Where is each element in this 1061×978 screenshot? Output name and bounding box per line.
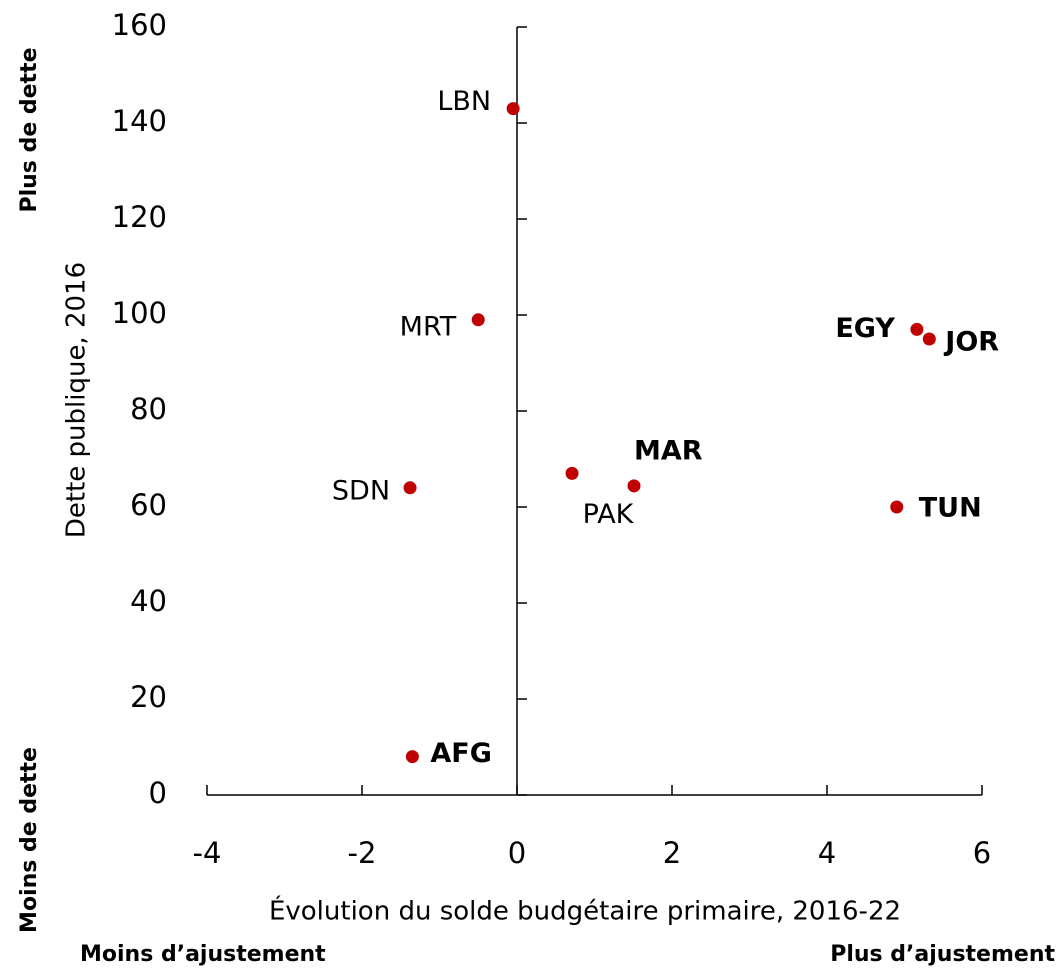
annotation: Moins d’ajustement xyxy=(80,942,326,967)
y-tick-label: 80 xyxy=(130,392,167,426)
x-tick-label: 2 xyxy=(663,836,681,870)
point xyxy=(471,313,485,327)
y-tick-label: 0 xyxy=(149,776,167,810)
x-axis-label: Évolution du solde budgétaire primaire, … xyxy=(269,895,901,927)
point xyxy=(506,102,520,116)
y-tick-label: 160 xyxy=(112,8,167,42)
point xyxy=(922,332,936,346)
x-tick-label: 4 xyxy=(818,836,836,870)
y-tick-label: 40 xyxy=(130,584,167,618)
point-label: LBN xyxy=(437,86,491,117)
y-axis-label: Dette publique, 2016 xyxy=(62,262,92,538)
point-label: MRT xyxy=(400,311,457,342)
y-tick-label: 20 xyxy=(130,680,167,714)
y-tick-label: 120 xyxy=(112,200,167,234)
annotation: Plus de dette xyxy=(17,47,42,212)
annotation: Moins de dette xyxy=(17,747,42,933)
point xyxy=(910,322,924,336)
x-tick-label: 0 xyxy=(508,836,526,870)
point xyxy=(405,750,419,764)
y-tick-label: 140 xyxy=(112,104,167,138)
point-label: MAR xyxy=(634,435,703,466)
x-tick-label: -2 xyxy=(348,836,377,870)
point xyxy=(627,479,641,493)
x-tick-label: 6 xyxy=(973,836,991,870)
x-tick-label: -4 xyxy=(193,836,222,870)
point-label: TUN xyxy=(919,493,982,524)
point xyxy=(565,466,579,480)
point xyxy=(890,500,904,514)
point xyxy=(403,481,417,495)
point-label: SDN xyxy=(332,475,390,506)
point-label: JOR xyxy=(943,327,999,358)
point-label: AFG xyxy=(430,738,492,769)
y-tick-label: 100 xyxy=(112,296,167,330)
point-label: EGY xyxy=(835,313,895,344)
annotation: Plus d’ajustement xyxy=(830,942,1055,967)
point-label: PAK xyxy=(583,499,635,530)
y-tick-label: 60 xyxy=(130,488,167,522)
